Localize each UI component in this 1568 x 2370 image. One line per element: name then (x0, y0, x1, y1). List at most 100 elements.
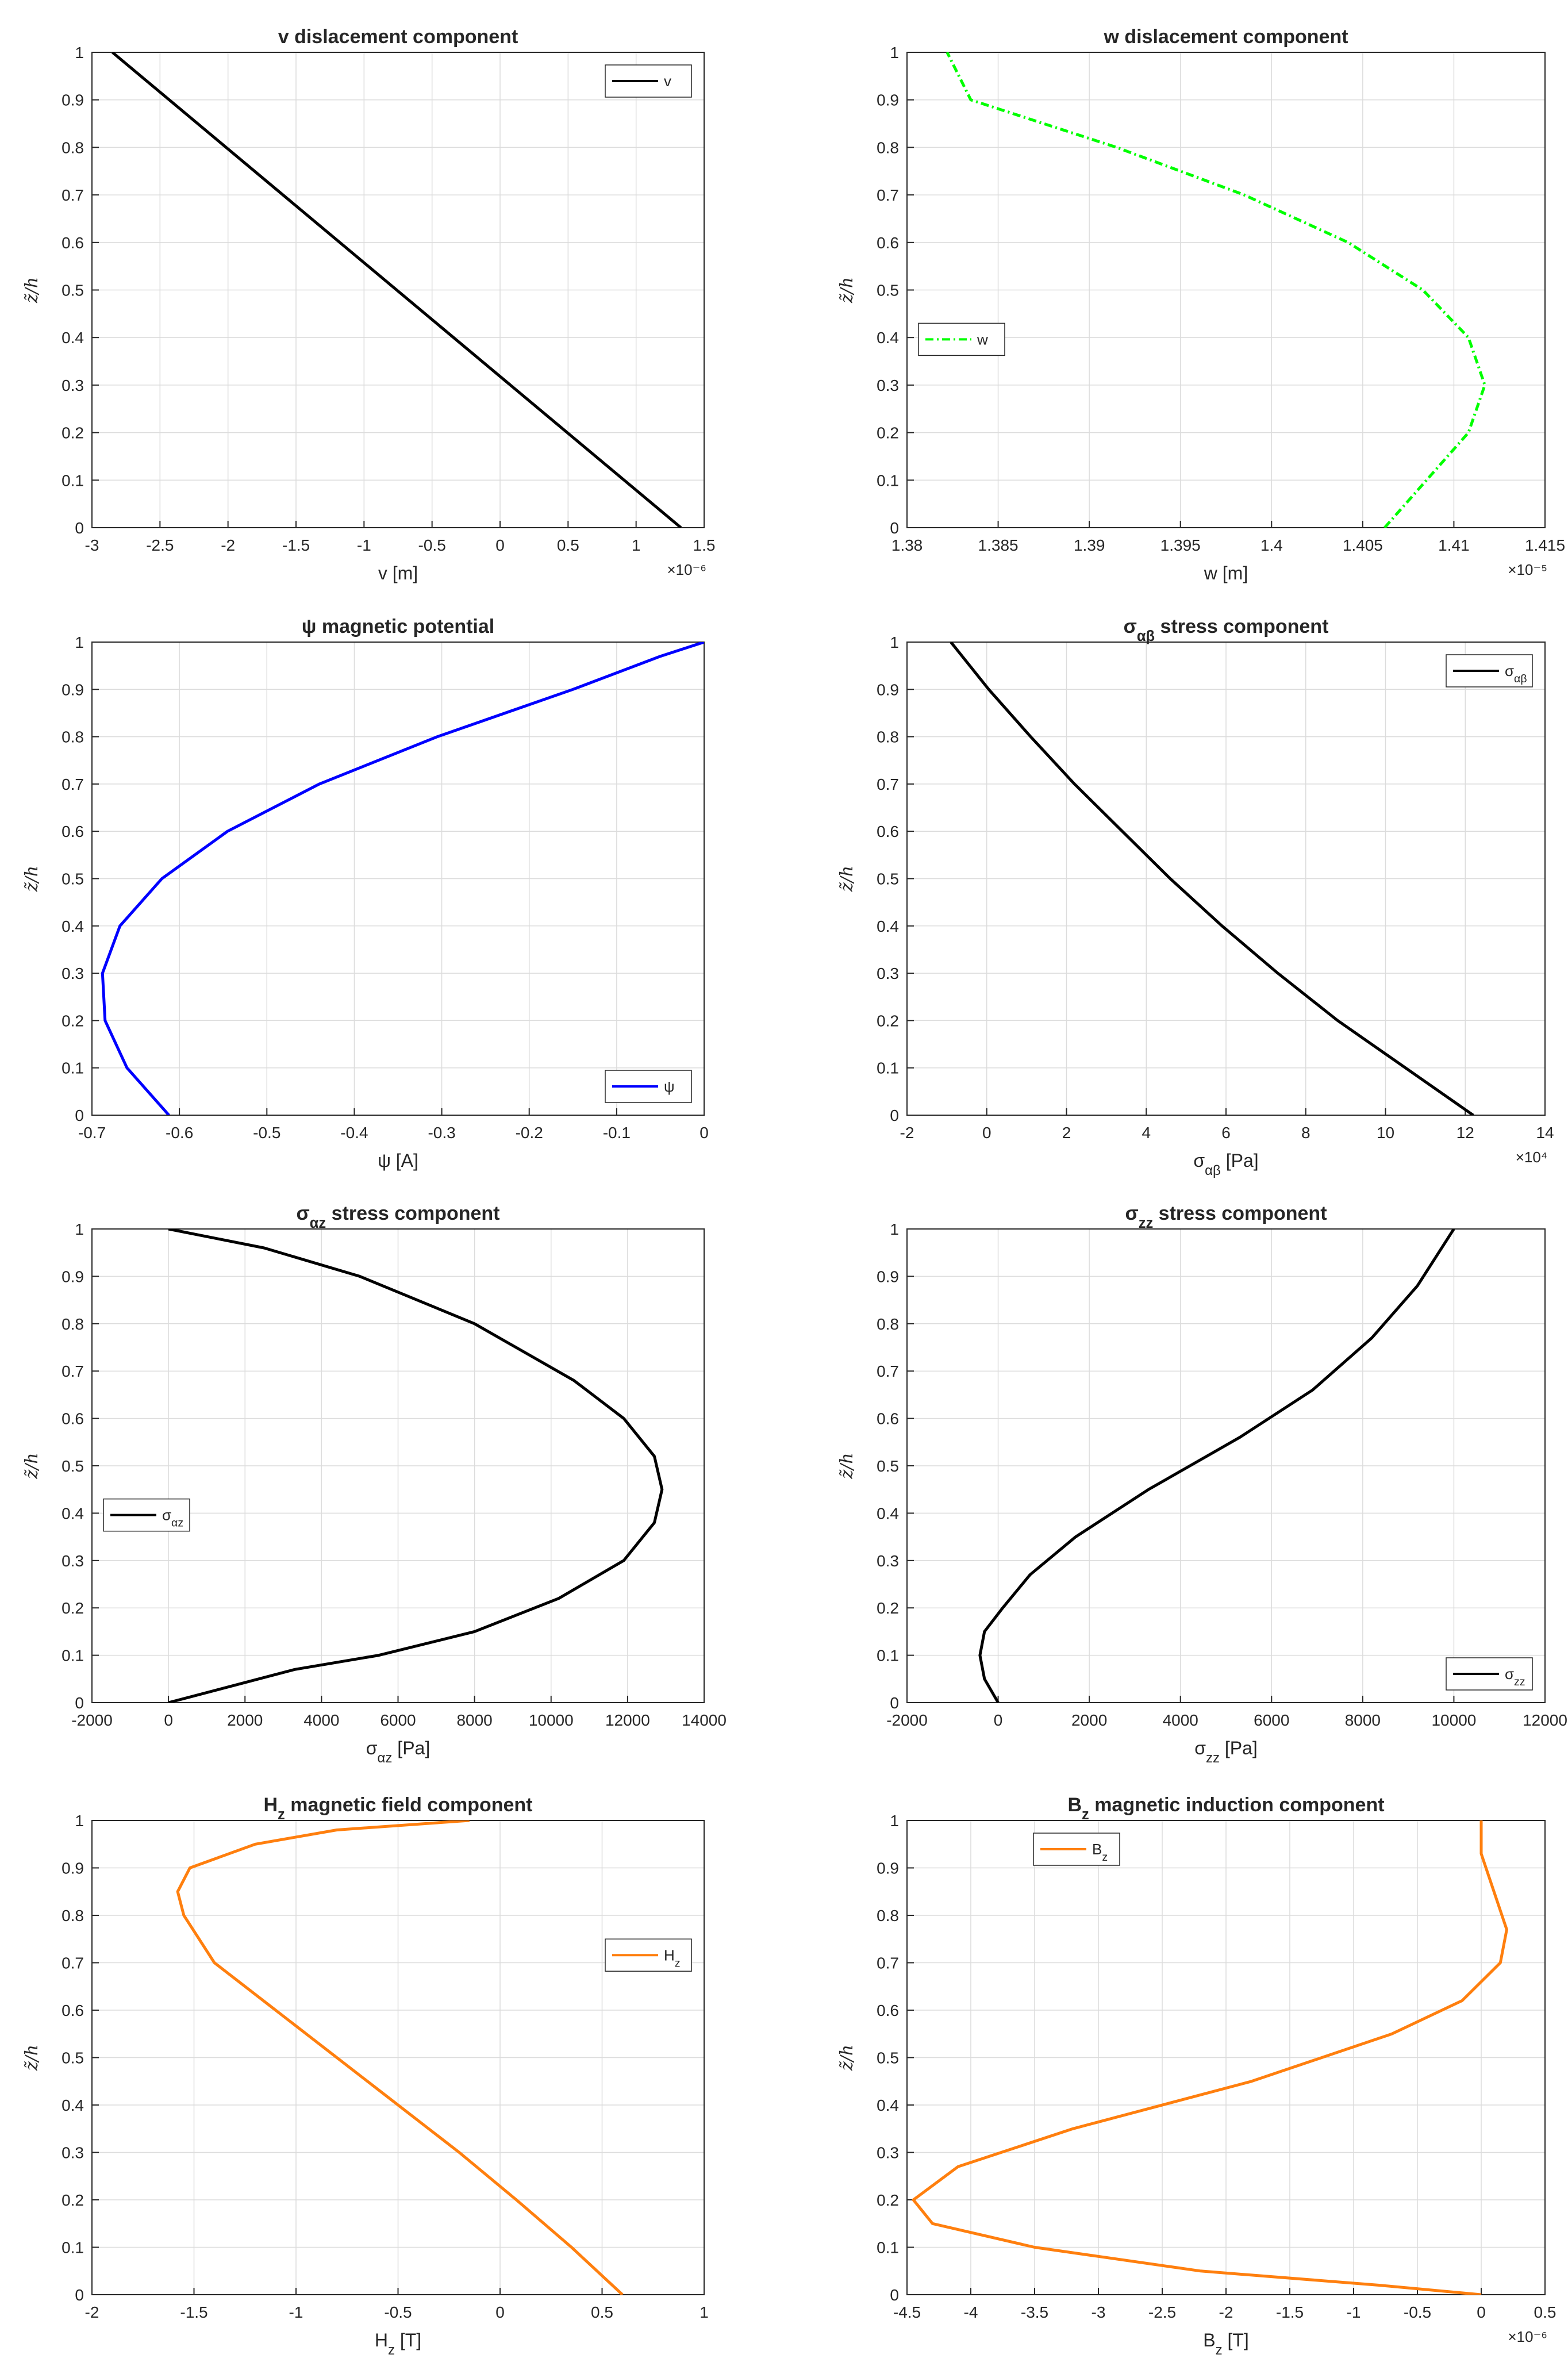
chart-sab: -2 0 2 4 6 8 10 12 1400.10.20.30.40.50.60.70.80.… (837, 616, 1554, 1178)
legend: ψ (605, 1070, 692, 1103)
legend-label: Hz (664, 1946, 681, 1969)
x-tick-label: 1.5 (693, 536, 716, 554)
y-axis-label: z̃/h (22, 2045, 42, 2071)
data-point (474, 1323, 475, 1324)
y-tick-label: 1 (75, 1812, 84, 1830)
x-tick-label: -2 (900, 1124, 914, 1142)
x-axis-label: v [m] (378, 563, 418, 583)
y-tick-label: 0 (890, 2286, 899, 2304)
legend: Bz (1033, 1833, 1120, 1866)
y-tick-label: 0.5 (877, 282, 899, 299)
x-tick-label: 8000 (456, 1711, 492, 1729)
data-point (112, 52, 113, 53)
chart-title: w dislacement component (1103, 26, 1348, 48)
x-tick-label: 0 (495, 2303, 505, 2321)
y-tick-label: 0.6 (62, 234, 84, 252)
x-tick-label: -2.5 (1148, 2303, 1176, 2321)
y-tick-label: 0.8 (877, 139, 899, 156)
legend-label: σαz (162, 1507, 183, 1530)
x-exponent-label: ×10⁴ (1516, 1148, 1547, 1166)
y-tick-label: 0.2 (62, 2191, 84, 2209)
data-point (1222, 925, 1223, 926)
x-tick-label: 0 (495, 536, 505, 554)
series-line-psi (101, 642, 704, 1115)
x-exponent-label: ×10⁻⁵ (1508, 561, 1547, 578)
y-tick-label: 0.4 (877, 917, 899, 935)
data-point (168, 1229, 169, 1230)
legend-label: w (977, 331, 988, 348)
data-point (319, 783, 320, 784)
x-axis-label: ψ [A] (378, 1150, 418, 1171)
x-axis-label: σαβ [Pa] (1193, 1150, 1258, 1178)
y-axis-label: z̃/h (22, 277, 42, 304)
x-axis-label: Hz [T] (375, 2330, 421, 2358)
legend-label: v (664, 72, 671, 90)
y-tick-label: 0.4 (877, 329, 899, 347)
y-tick-label: 0.1 (62, 2239, 84, 2257)
y-tick-label: 0.7 (62, 186, 84, 204)
data-point (1122, 831, 1123, 832)
x-tick-label: -2000 (886, 1711, 928, 1729)
legend: Hz (605, 1938, 692, 1972)
y-tick-label: 0.1 (877, 1647, 899, 1665)
y-tick-label: 0.8 (62, 728, 84, 746)
data-point (984, 1678, 985, 1679)
x-tick-label: -2 (1219, 2303, 1233, 2321)
y-tick-label: 0.3 (877, 965, 899, 982)
x-tick-label: 1.405 (1343, 536, 1383, 554)
y-tick-label: 0.5 (877, 1457, 899, 1475)
x-tick-label: 8000 (1345, 1711, 1381, 1729)
y-tick-label: 1 (890, 1812, 899, 1830)
chart-w: 1.38 1.385 1.39 1.395 1.4 1.405 1.41 1.415 0 0.1 0… (837, 26, 1565, 583)
data-point (704, 642, 705, 643)
x-tick-label: 10000 (1431, 1711, 1476, 1729)
x-tick-label: -0.1 (603, 1124, 631, 1142)
y-tick-label: 0.1 (877, 471, 899, 489)
x-tick-label: 10000 (529, 1711, 574, 1729)
data-point (227, 831, 228, 832)
x-tick-label: 12 (1456, 1124, 1474, 1142)
y-tick-label: 0.9 (877, 1267, 899, 1285)
data-point (1426, 480, 1427, 481)
data-point (654, 1522, 655, 1523)
x-tick-label: 4 (1142, 1124, 1151, 1142)
data-point (275, 2010, 276, 2011)
y-tick-label: 0.4 (877, 2096, 899, 2114)
x-tick-label: 14 (1536, 1124, 1554, 1142)
y-tick-label: 0.7 (877, 775, 899, 793)
data-point (984, 1631, 985, 1632)
data-point (294, 1669, 295, 1670)
x-tick-label: 1.39 (1074, 536, 1105, 554)
data-point (1468, 432, 1469, 433)
y-tick-label: 1 (890, 1220, 899, 1238)
data-point (168, 1115, 169, 1116)
data-point (102, 973, 103, 974)
data-point (1506, 1929, 1507, 1930)
x-tick-label: -0.6 (166, 1124, 193, 1142)
y-tick-label: 0.1 (62, 1647, 84, 1665)
x-tick-label: -1.5 (282, 536, 310, 554)
y-tick-label: 0.2 (877, 1012, 899, 1030)
y-tick-label: 0.2 (62, 424, 84, 442)
chart-title: σzz stress component (1125, 1203, 1327, 1231)
legend-label: σzz (1505, 1665, 1525, 1688)
y-axis-label: z̃/h (22, 866, 42, 892)
series-line-hz (176, 1820, 624, 2295)
y-tick-label: 0.6 (62, 2002, 84, 2019)
x-axis-label: Bz [T] (1203, 2330, 1249, 2358)
y-tick-label: 0.5 (62, 282, 84, 299)
y-tick-label: 0.3 (877, 2144, 899, 2162)
legend-label: ψ (664, 1078, 675, 1095)
legend: w (918, 322, 1005, 356)
x-tick-label: 10 (1377, 1124, 1394, 1142)
chart-saz: -2000 0 2000 4000 6000 8000 10000 12000 1400000.… (22, 1203, 727, 1766)
axes-box (906, 1820, 1546, 2295)
x-tick-label: 2000 (227, 1711, 263, 1729)
y-tick-label: 0.6 (877, 2002, 899, 2019)
y-tick-label: 0.8 (877, 728, 899, 746)
data-point (255, 1844, 256, 1845)
y-tick-label: 0.6 (62, 823, 84, 840)
y-tick-label: 0.9 (62, 1860, 84, 1877)
y-tick-label: 0 (890, 1694, 899, 1712)
y-tick-label: 0 (75, 1694, 84, 1712)
